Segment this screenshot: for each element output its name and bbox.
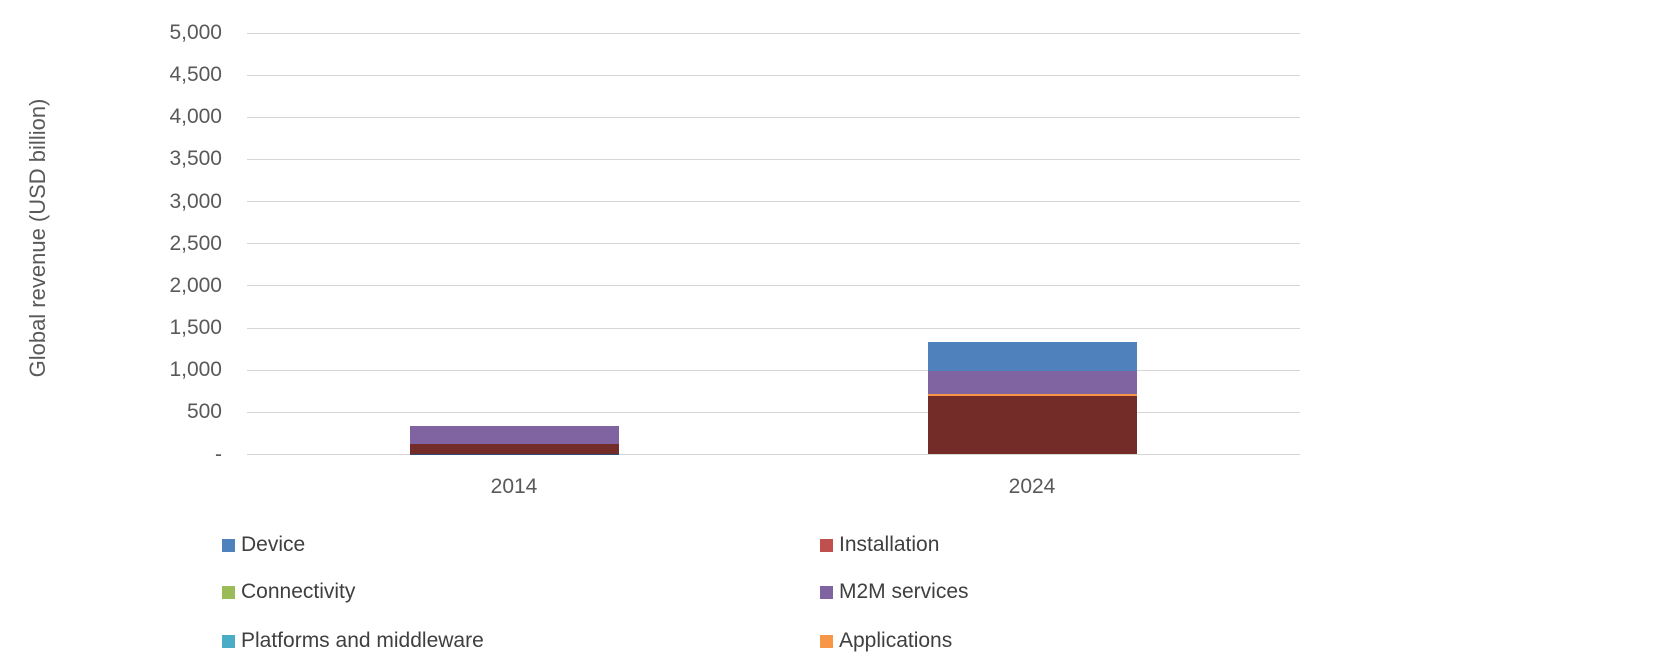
gridline-2000 <box>247 285 1300 287</box>
gridline-2500 <box>247 243 1300 245</box>
legend-swatch-platforms-and-middleware <box>222 634 235 648</box>
gridline-1500 <box>247 327 1300 329</box>
x-axis-label-2014: 2014 <box>490 475 538 498</box>
gridline-1000 <box>247 369 1300 371</box>
legend-label-m2m-services: M2M services <box>839 580 969 603</box>
gridline-3000 <box>247 201 1300 203</box>
legend-label-applications: Applications <box>839 629 953 652</box>
y-tick-label-4500: 4,500 <box>169 63 222 87</box>
legend-item-installation: Installation <box>820 533 939 557</box>
bar-2014-segment-series-8 <box>409 444 619 455</box>
y-tick-label-2500: 2,500 <box>169 231 222 255</box>
y-tick-label-1000: 1,000 <box>169 358 222 382</box>
legend-swatch-applications <box>820 634 833 648</box>
y-tick-label-1500: 1,500 <box>169 316 222 340</box>
y-tick-label-4000: 4,000 <box>169 105 222 129</box>
y-tick-label-0: - <box>215 442 222 466</box>
legend-swatch-installation <box>820 538 833 552</box>
legend-label-platforms-and-middleware: Platforms and middleware <box>241 629 484 652</box>
legend-swatch-m2m-services <box>820 585 833 599</box>
gridline-5000 <box>247 32 1300 34</box>
legend-item-applications: Applications <box>820 629 952 653</box>
legend-label-installation: Installation <box>839 533 940 556</box>
x-axis-label-2024: 2024 <box>1008 475 1056 498</box>
legend-item-m2m-services: M2M services <box>820 580 969 604</box>
bar-2024-segment-series-8 <box>927 396 1137 455</box>
y-tick-label-3000: 3,000 <box>169 189 222 213</box>
legend-item-platforms-and-middleware: Platforms and middleware <box>222 629 484 653</box>
legend-label-connectivity: Connectivity <box>241 580 356 603</box>
y-tick-label-5000: 5,000 <box>169 21 222 44</box>
y-tick-label-2000: 2,000 <box>169 273 222 297</box>
legend-item-device: Device <box>222 533 305 557</box>
gridline-3500 <box>247 158 1300 160</box>
gridline-4000 <box>247 116 1300 118</box>
gridline-0 <box>247 454 1300 455</box>
y-tick-label-3500: 3,500 <box>169 147 222 171</box>
legend-item-connectivity: Connectivity <box>222 580 355 604</box>
y-tick-label-500: 500 <box>186 400 222 424</box>
gridline-500 <box>247 411 1300 413</box>
legend-swatch-connectivity <box>222 585 235 599</box>
gridline-4500 <box>247 74 1300 76</box>
legend-label-device: Device <box>241 533 306 556</box>
legend-swatch-device <box>222 538 235 552</box>
y-axis-title: Global revenue (USD billion) <box>25 98 50 378</box>
